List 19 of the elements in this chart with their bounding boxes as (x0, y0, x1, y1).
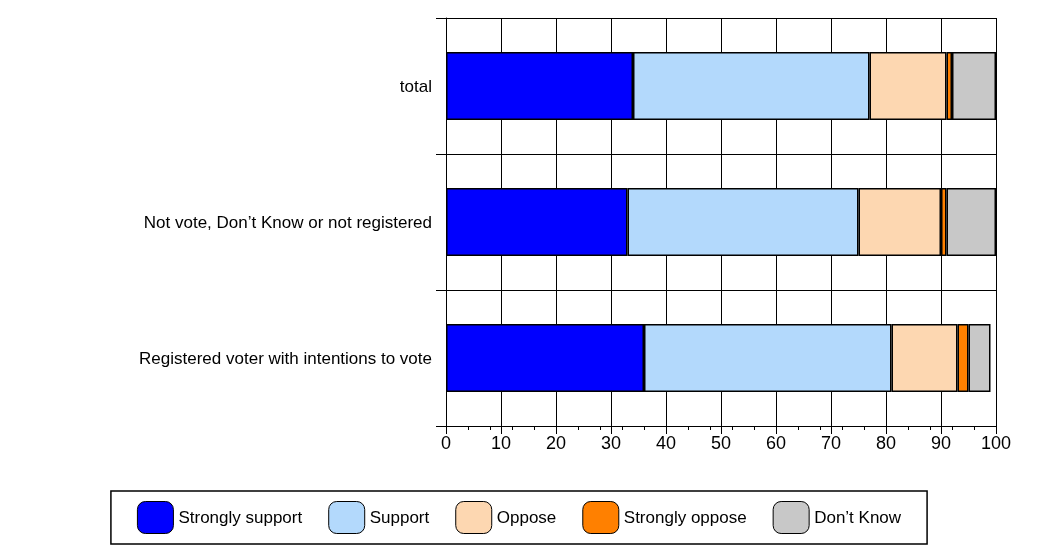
x-tick-label: 0 (440, 433, 452, 453)
legend-label: Strongly oppose (623, 508, 747, 527)
y-tick-label: Registered voter with intentions to vote (139, 348, 432, 368)
x-tick-label: 70 (820, 433, 842, 453)
legend-label: Oppose (496, 508, 557, 527)
legend-label: Don’t Know (814, 508, 902, 527)
x-tick-label: 100 (980, 433, 1012, 453)
legend-label: Strongly support (178, 508, 303, 527)
y-tick-label: total (399, 76, 432, 96)
x-tick-label: 10 (490, 433, 512, 453)
x-tick-label: 30 (600, 433, 622, 453)
x-tick-label: 60 (765, 433, 787, 453)
x-tick-label: 20 (545, 433, 567, 453)
x-tick-label: 80 (875, 433, 897, 453)
x-tick-label: 50 (710, 433, 732, 453)
x-tick-label: 40 (655, 433, 677, 453)
legend-label: Support (369, 508, 430, 527)
x-tick-label: 90 (930, 433, 952, 453)
y-tick-label: Not vote, Don’t Know or not registered (143, 212, 432, 232)
